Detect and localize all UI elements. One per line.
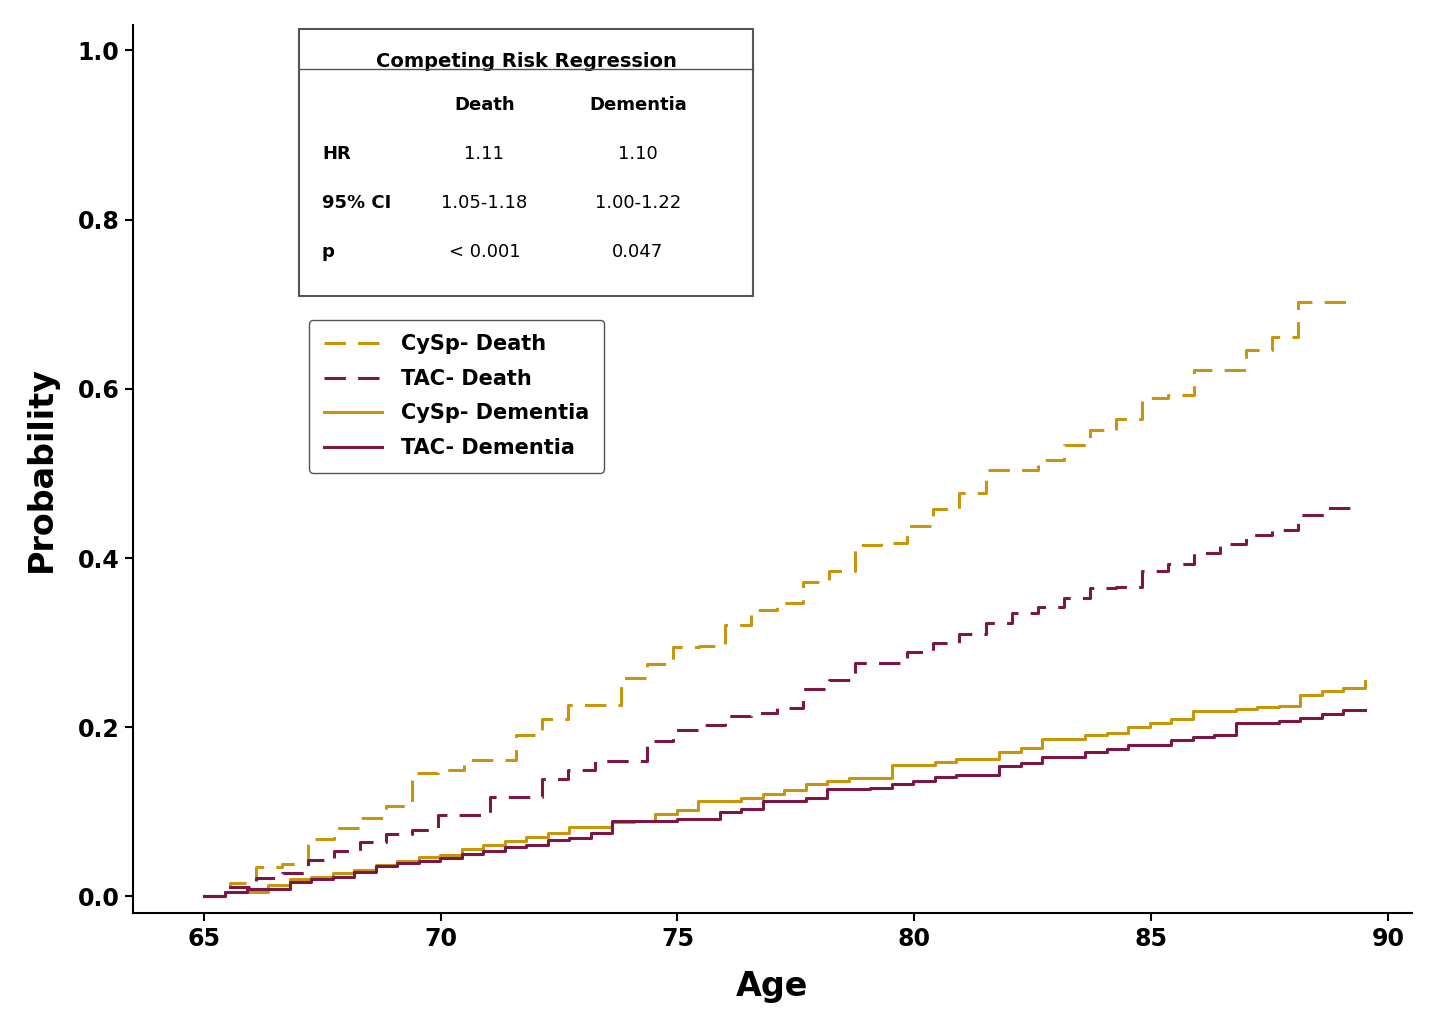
CySp- Death — [638, 658, 655, 670]
Text: < 0.001: < 0.001 — [448, 243, 520, 261]
TAC- Death — [430, 809, 447, 821]
Line: CySp- Death: CySp- Death — [204, 296, 1351, 896]
CySp- Death — [352, 822, 369, 835]
TAC- Dementia — [282, 876, 299, 888]
TAC- Dementia — [517, 839, 535, 851]
TAC- Dementia — [582, 828, 599, 840]
TAC- Death — [795, 702, 812, 714]
Line: TAC- Dementia: TAC- Dementia — [204, 710, 1365, 896]
CySp- Death — [1211, 364, 1229, 376]
Text: Competing Risk Regression: Competing Risk Regression — [375, 51, 677, 71]
Line: CySp- Dementia: CySp- Dementia — [204, 681, 1365, 896]
CySp- Death — [325, 833, 342, 845]
TAC- Death — [352, 845, 369, 857]
Text: 95% CI: 95% CI — [322, 194, 391, 212]
Text: 1.10: 1.10 — [618, 145, 658, 162]
TAC- Death — [1211, 538, 1229, 550]
CySp- Dementia — [841, 775, 858, 787]
Line: TAC- Death: TAC- Death — [204, 499, 1351, 896]
X-axis label: Age: Age — [736, 970, 809, 1003]
TAC- Dementia — [969, 769, 986, 781]
CySp- Dementia — [517, 832, 535, 844]
CySp- Dementia — [1357, 674, 1374, 687]
Text: Dementia: Dementia — [589, 96, 687, 114]
Bar — [299, 30, 753, 296]
TAC- Dementia — [195, 890, 213, 903]
TAC- Dementia — [819, 783, 836, 796]
TAC- Death — [195, 890, 213, 903]
Text: 1.11: 1.11 — [464, 145, 504, 162]
CySp- Death — [795, 596, 812, 609]
Text: 1.00-1.22: 1.00-1.22 — [595, 194, 681, 212]
CySp- Dementia — [195, 890, 213, 903]
Text: 0.047: 0.047 — [612, 243, 664, 261]
Text: HR: HR — [322, 145, 351, 162]
Y-axis label: Probability: Probability — [24, 366, 57, 573]
Text: 1.05-1.18: 1.05-1.18 — [441, 194, 527, 212]
CySp- Dementia — [582, 821, 599, 834]
TAC- Death — [638, 735, 655, 747]
TAC- Death — [325, 854, 342, 867]
CySp- Dementia — [819, 775, 836, 787]
TAC- Dementia — [1335, 704, 1352, 717]
CySp- Death — [1342, 290, 1359, 302]
CySp- Death — [195, 890, 213, 903]
TAC- Dementia — [841, 783, 858, 796]
Legend: CySp- Death, TAC- Death, CySp- Dementia, TAC- Dementia: CySp- Death, TAC- Death, CySp- Dementia,… — [309, 320, 604, 473]
Text: Death: Death — [454, 96, 514, 114]
CySp- Dementia — [282, 873, 299, 885]
TAC- Dementia — [1357, 704, 1374, 717]
Text: p: p — [322, 243, 335, 261]
CySp- Dementia — [969, 752, 986, 765]
CySp- Death — [430, 764, 447, 776]
TAC- Death — [1342, 492, 1359, 505]
